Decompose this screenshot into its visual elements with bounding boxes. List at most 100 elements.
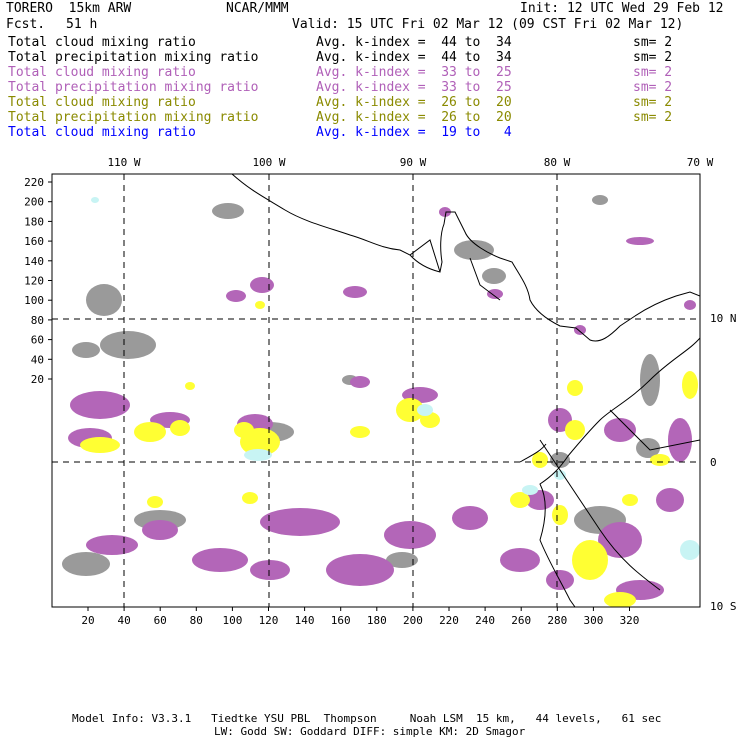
model-title: TORERO 15km ARW <box>6 1 132 16</box>
gray-field-blob <box>454 240 494 260</box>
purple-field-blob <box>656 488 684 512</box>
x-tick-label: 40 <box>117 614 130 627</box>
legend-index: Avg. k-index = 33 to 25 <box>316 65 512 80</box>
valid-time: Valid: 15 UTC Fri 02 Mar 12 (09 CST Fri … <box>292 17 684 32</box>
legend-index: Avg. k-index = 44 to 34 <box>316 50 512 65</box>
legend-index: Avg. k-index = 26 to 20 <box>316 110 512 125</box>
cyan-field-blob <box>522 485 538 495</box>
coastline <box>539 337 700 607</box>
y-tick-label: 180 <box>24 215 44 228</box>
legend-sm: sm= 2 <box>633 50 673 65</box>
x-tick-label: 80 <box>190 614 203 627</box>
yellow-field-blob <box>185 382 195 390</box>
legend-sm: sm= 2 <box>633 35 673 50</box>
purple-field-blob <box>668 418 692 462</box>
yellow-field-blob <box>170 420 190 436</box>
yellow-field-blob <box>242 492 258 504</box>
gray-field-blob <box>86 284 122 316</box>
purple-field-blob <box>439 207 451 217</box>
country-borders <box>409 239 700 591</box>
gray-field-blob <box>482 268 506 284</box>
purple-field-blob <box>526 490 554 510</box>
purple-field-blob <box>500 548 540 572</box>
model-info: Model Info: V3.3.1 Tiedtke YSU PBL Thomp… <box>72 712 662 725</box>
purple-field-blob <box>343 286 367 298</box>
yellow-field-blob <box>510 492 530 508</box>
forecast-hours: 51 h <box>66 17 98 32</box>
purple-field-blob <box>452 506 488 530</box>
yellow-field-blob <box>532 452 548 468</box>
gray-field-blob <box>212 203 244 219</box>
yellow-field-blob <box>234 422 254 438</box>
legend-index: Avg. k-index = 19 to 4 <box>316 125 512 140</box>
y-tick-label: 20 <box>31 373 44 386</box>
cyan-field-blob <box>91 197 99 203</box>
yellow-field-blob <box>567 380 583 396</box>
gray-field-blob <box>100 331 156 359</box>
x-tick-label: 300 <box>583 614 603 627</box>
purple-field-blob <box>70 391 130 419</box>
legend-index: Avg. k-index = 44 to 34 <box>316 35 512 50</box>
longitude-label: 110 W <box>107 156 140 169</box>
purple-field-blob <box>142 520 178 540</box>
legend-sm: sm= 2 <box>633 65 673 80</box>
x-tick-label: 260 <box>511 614 531 627</box>
yellow-field-blob <box>604 592 636 607</box>
y-tick-label: 200 <box>24 196 44 209</box>
cyan-field-blob <box>244 449 272 461</box>
y-tick-label: 120 <box>24 275 44 288</box>
x-tick-label: 60 <box>154 614 167 627</box>
purple-field-blob <box>684 300 696 310</box>
latitude-label: 10 S <box>710 600 737 613</box>
cyan-field-blob <box>680 540 700 560</box>
yellow-field-blob <box>147 496 163 508</box>
yellow-field-blob <box>682 371 698 399</box>
longitude-label: 80 W <box>544 156 571 169</box>
yellow-field-blob <box>80 437 120 453</box>
forecast-label: Fcst. <box>6 17 46 32</box>
legend-field: Total cloud mixing ratio <box>8 125 196 140</box>
legend-field: Total precipitation mixing ratio <box>8 50 259 65</box>
gray-field-blob <box>72 342 100 358</box>
longitude-label: 90 W <box>400 156 427 169</box>
x-tick-label: 160 <box>331 614 351 627</box>
yellow-field-blob <box>552 505 568 525</box>
purple-field-blob <box>250 560 290 580</box>
x-tick-label: 180 <box>367 614 387 627</box>
coastline <box>231 174 700 342</box>
purple-field-blob <box>260 508 340 536</box>
x-tick-label: 280 <box>547 614 567 627</box>
x-tick-label: 100 <box>222 614 242 627</box>
legend-field: Total cloud mixing ratio <box>8 35 196 50</box>
physics-info: LW: Godd SW: Goddard DIFF: simple KM: 2D… <box>214 725 526 738</box>
legend-index: Avg. k-index = 26 to 20 <box>316 95 512 110</box>
y-tick-label: 40 <box>31 353 44 366</box>
longitude-label: 100 W <box>252 156 285 169</box>
y-tick-label: 140 <box>24 255 44 268</box>
legend-field: Total cloud mixing ratio <box>8 65 196 80</box>
y-tick-label: 60 <box>31 334 44 347</box>
purple-field-blob <box>626 237 654 245</box>
purple-field-blob <box>326 554 394 586</box>
purple-field-blob <box>250 277 274 293</box>
yellow-field-blob <box>134 422 166 442</box>
yellow-field-blob <box>572 540 608 580</box>
purple-field-blob <box>604 418 636 442</box>
yellow-field-blob <box>650 454 670 466</box>
gray-field-blob <box>592 195 608 205</box>
yellow-field-blob <box>255 301 265 309</box>
purple-field-blob <box>598 522 642 558</box>
purple-field-blob <box>86 535 138 555</box>
purple-field-blob <box>574 325 586 335</box>
purple-field-blob <box>487 289 503 299</box>
center-name: NCAR/MMM <box>226 1 289 16</box>
yellow-field-blob <box>350 426 370 438</box>
y-tick-label: 220 <box>24 176 44 189</box>
legend-field: Total precipitation mixing ratio <box>8 80 259 95</box>
x-tick-label: 20 <box>81 614 94 627</box>
legend-sm: sm= 2 <box>633 95 673 110</box>
purple-field-blob <box>226 290 246 302</box>
legend-sm: sm= 2 <box>633 80 673 95</box>
x-tick-label: 240 <box>475 614 495 627</box>
legend-index: Avg. k-index = 33 to 25 <box>316 80 512 95</box>
